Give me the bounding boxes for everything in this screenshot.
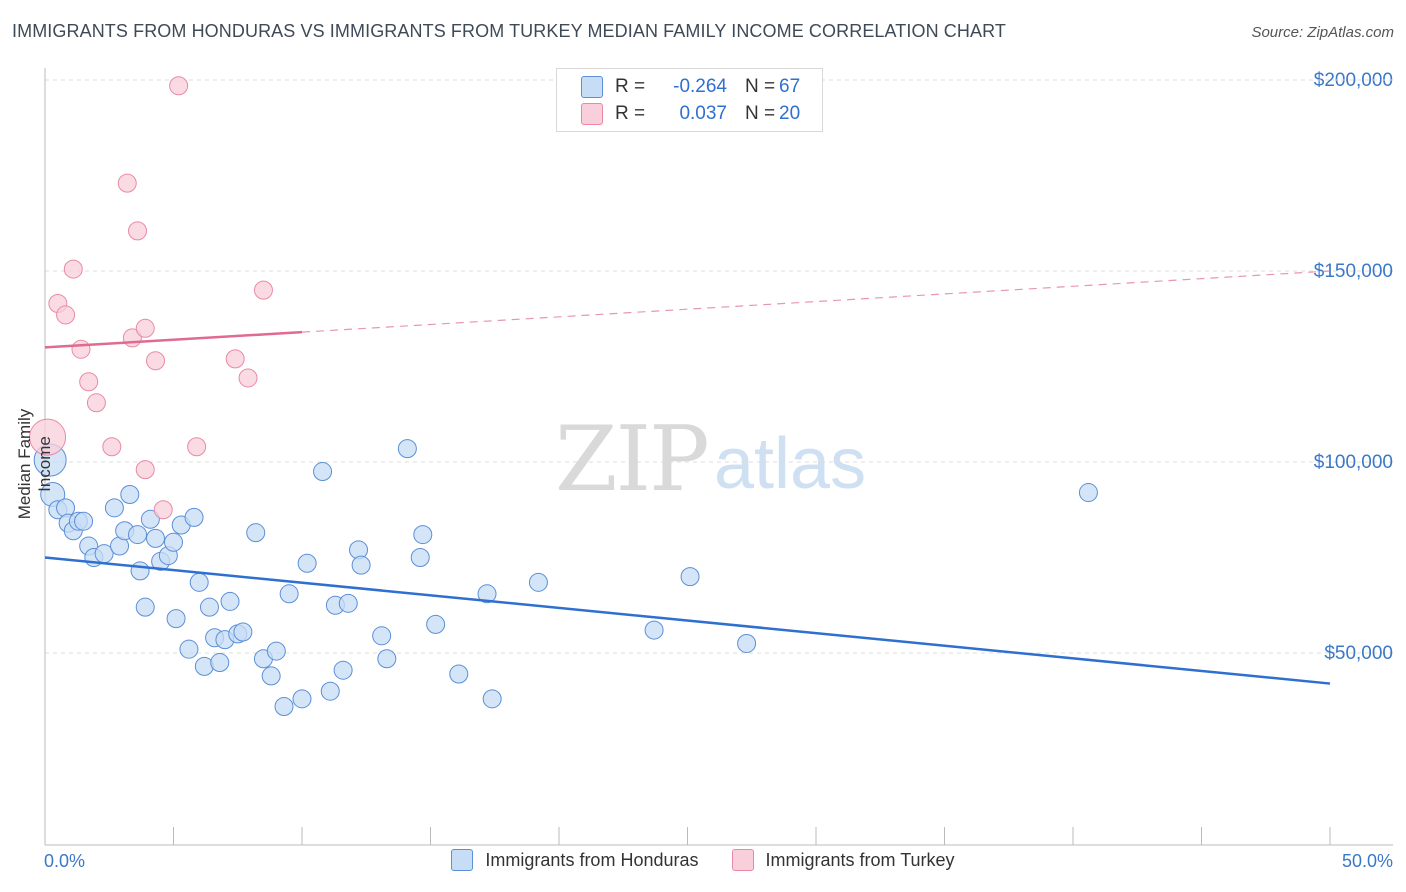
y-tick-label: $50,000 — [1324, 643, 1393, 664]
honduras-point — [410, 548, 430, 567]
chart-source: Source: ZipAtlas.com — [1251, 24, 1394, 41]
stats-n-label: N = — [745, 103, 776, 124]
legend-swatch-turkey — [731, 849, 754, 871]
honduras-point — [120, 484, 140, 504]
turkey-point — [238, 368, 258, 388]
honduras-point — [292, 689, 312, 709]
y-tick-label: $150,000 — [1314, 261, 1393, 282]
turkey-swatch — [581, 103, 603, 125]
legend-item-turkey: Immigrants from Turkey — [731, 849, 955, 871]
honduras-point — [1078, 483, 1098, 503]
honduras-point — [279, 584, 299, 604]
honduras-point — [372, 626, 392, 646]
honduras-trend-line — [44, 556, 1331, 685]
stats-n-value: 67 — [779, 76, 801, 97]
honduras-point — [189, 572, 209, 592]
honduras-point — [338, 593, 358, 613]
turkey-point — [187, 437, 207, 457]
honduras-point — [233, 622, 253, 642]
turkey-point — [79, 372, 99, 392]
honduras-point — [140, 509, 160, 529]
stats-r-value: 0.037 — [679, 103, 727, 124]
honduras-point — [477, 584, 497, 604]
honduras-point — [166, 609, 186, 629]
turkey-point — [71, 339, 91, 359]
stats-row-turkey: R = 0.037 N = 20 — [581, 101, 800, 127]
stats-r-value: -0.264 — [673, 76, 727, 97]
turkey-point — [146, 351, 166, 371]
turkey-point — [128, 221, 148, 241]
chart-title: IMMIGRANTS FROM HONDURAS VS IMMIGRANTS F… — [12, 21, 1006, 41]
honduras-point — [644, 620, 664, 640]
honduras-point — [199, 597, 219, 617]
honduras-swatch — [581, 76, 603, 98]
turkey-point — [29, 418, 67, 456]
honduras-point — [377, 649, 397, 669]
y-tick-label: $100,000 — [1314, 452, 1393, 473]
turkey-point — [86, 393, 106, 413]
stats-legend-box: R = -0.264 N = 67 R = 0.037 N = 20 — [556, 68, 823, 132]
honduras-point — [74, 511, 94, 531]
honduras-point — [333, 660, 353, 680]
honduras-point — [135, 597, 155, 617]
honduras-point — [146, 528, 166, 548]
honduras-point — [426, 614, 446, 634]
legend-label-turkey: Immigrants from Turkey — [765, 849, 955, 870]
legend-label-honduras: Immigrants from Honduras — [485, 849, 699, 870]
honduras-point — [397, 439, 417, 459]
honduras-point — [164, 532, 183, 552]
honduras-point — [351, 555, 371, 575]
honduras-point — [179, 639, 199, 659]
honduras-point — [737, 633, 757, 653]
honduras-point — [210, 653, 230, 673]
honduras-point — [413, 525, 433, 545]
honduras-point — [128, 525, 148, 545]
honduras-point — [680, 567, 700, 587]
honduras-point — [320, 681, 340, 701]
turkey-point — [169, 76, 189, 96]
turkey-point — [135, 318, 155, 338]
stats-n-value: 20 — [779, 103, 801, 124]
y-axis-label: Median Family Income — [15, 408, 54, 520]
turkey-point — [63, 259, 83, 279]
stats-n-label: N = — [745, 76, 776, 97]
x-tick-label-min: 0.0% — [44, 851, 86, 871]
x-tick-label-max: 50.0% — [1341, 851, 1393, 871]
honduras-point — [261, 666, 281, 686]
turkey-point — [117, 173, 137, 193]
honduras-point — [246, 523, 266, 543]
honduras-point — [266, 641, 286, 661]
turkey-point — [56, 305, 76, 325]
turkey-point — [153, 500, 173, 520]
honduras-point — [130, 561, 150, 581]
honduras-point — [297, 553, 317, 573]
honduras-point — [313, 462, 333, 482]
legend-swatch-honduras — [451, 849, 474, 871]
turkey-point — [135, 460, 155, 480]
honduras-point — [482, 689, 502, 709]
honduras-point — [104, 498, 124, 518]
turkey-trend-line — [44, 330, 303, 349]
turkey-point — [225, 349, 245, 369]
legend-item-honduras: Immigrants from Honduras — [451, 849, 699, 871]
stats-r-label: R = — [615, 76, 646, 97]
turkey-point — [253, 280, 273, 300]
watermark-atlas: atlas — [714, 424, 866, 504]
honduras-point — [528, 572, 548, 592]
stats-row-honduras: R = -0.264 N = 67 — [581, 74, 800, 100]
stats-r-label: R = — [615, 103, 646, 124]
honduras-point — [274, 696, 294, 716]
honduras-point — [449, 664, 469, 684]
honduras-point — [220, 591, 240, 611]
honduras-point — [184, 507, 204, 527]
chart-legend: Immigrants from Honduras Immigrants from… — [0, 849, 1406, 876]
y-tick-label: $200,000 — [1314, 70, 1393, 91]
turkey-trend-line-projection — [301, 270, 1331, 333]
watermark-zip: ZIP — [555, 407, 708, 512]
turkey-point — [102, 437, 122, 457]
